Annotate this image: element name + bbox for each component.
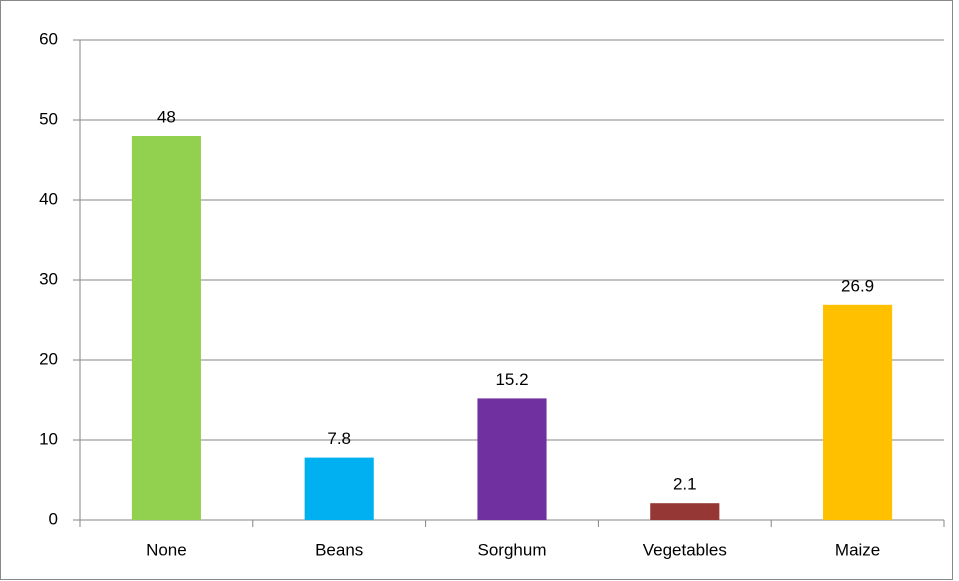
x-tick-label: None (146, 540, 187, 559)
x-tick-label: Sorghum (478, 540, 547, 559)
bar (650, 503, 720, 520)
data-label: 2.1 (673, 475, 697, 494)
bar (304, 457, 374, 520)
x-tick-label: Beans (315, 540, 363, 559)
x-tick-label: Vegetables (643, 540, 727, 559)
data-label: 7.8 (327, 429, 351, 448)
data-label: 26.9 (841, 276, 874, 295)
y-tick-label: 60 (39, 29, 58, 48)
y-tick-label: 0 (49, 509, 58, 528)
x-tick-label: Maize (835, 540, 880, 559)
y-tick-label: 50 (39, 109, 58, 128)
bar (477, 398, 547, 520)
bar (131, 136, 201, 520)
data-label: 15.2 (495, 370, 528, 389)
data-label: 48 (157, 107, 176, 126)
y-tick-label: 40 (39, 189, 58, 208)
bar (823, 304, 893, 520)
y-tick-label: 30 (39, 269, 58, 288)
y-tick-label: 10 (39, 429, 58, 448)
y-tick-label: 20 (39, 349, 58, 368)
